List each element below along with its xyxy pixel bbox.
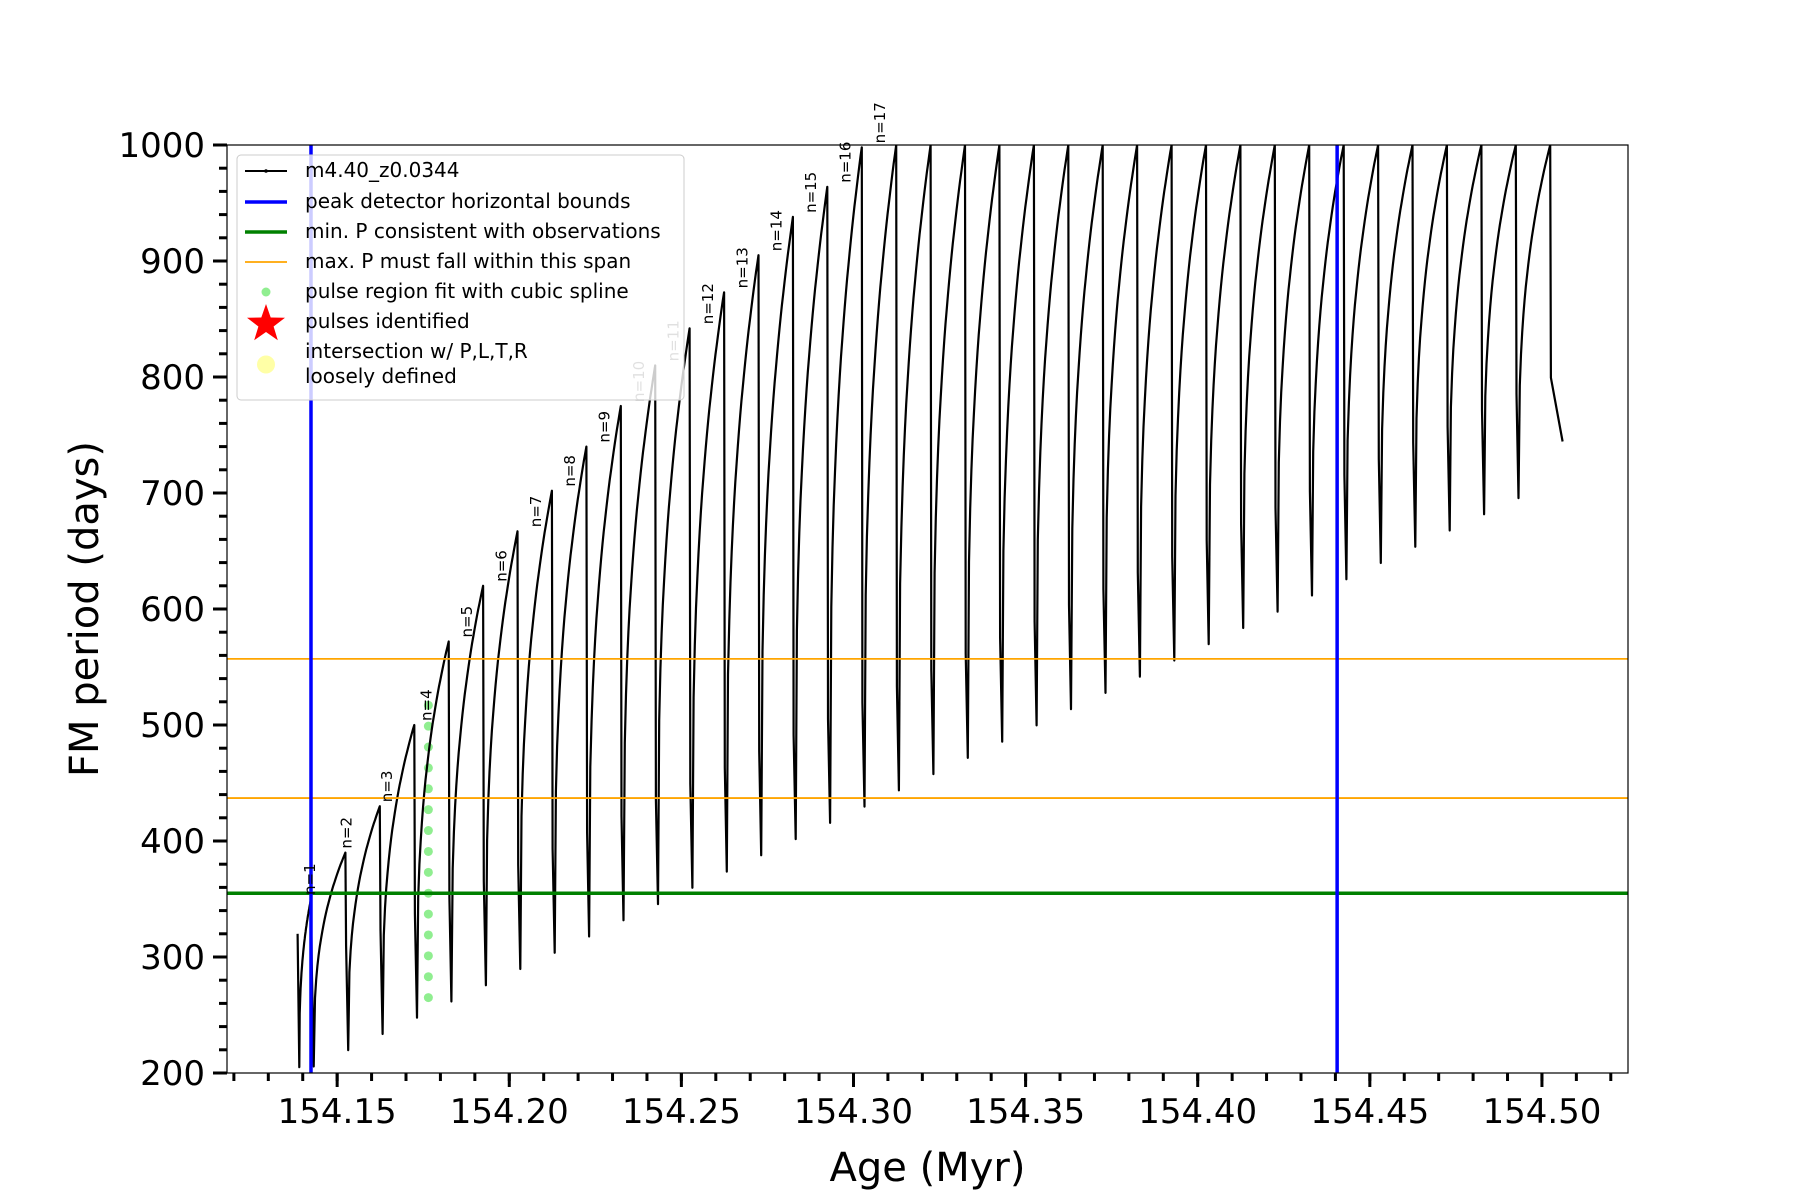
pulse-label: n=16 xyxy=(837,142,855,183)
x-tick-label: 154.20 xyxy=(450,1092,569,1132)
pulse-label: n=5 xyxy=(458,606,476,638)
legend-box xyxy=(236,154,685,401)
spline-markers xyxy=(423,700,433,1003)
pulse-label: n=4 xyxy=(418,689,436,721)
y-tick-label: 800 xyxy=(140,358,205,398)
legend-label: min. P consistent with observations xyxy=(305,219,661,243)
legend-handle-model-dot xyxy=(264,169,268,173)
spline-point xyxy=(423,763,433,773)
y-tick-label: 1000 xyxy=(118,126,205,166)
pulse-label: n=17 xyxy=(871,102,889,143)
pulse-label: n=12 xyxy=(699,283,717,324)
x-tick-label: 154.40 xyxy=(1138,1092,1257,1132)
x-axis-title: Age (Myr) xyxy=(830,1145,1026,1191)
spline-point xyxy=(423,846,433,856)
spline-point xyxy=(423,993,433,1003)
pulse-label: n=13 xyxy=(733,247,751,288)
legend-label: loosely defined xyxy=(305,364,457,388)
pulse-label: n=2 xyxy=(337,817,355,849)
model-curve xyxy=(296,145,1564,1069)
spline-point xyxy=(423,930,433,940)
pulse-label: n=15 xyxy=(802,172,820,213)
legend-label: pulse region fit with cubic spline xyxy=(305,279,629,303)
spline-point xyxy=(423,784,433,794)
pulse-label: n=9 xyxy=(596,411,614,443)
spline-point xyxy=(423,721,433,731)
spline-point xyxy=(423,951,433,961)
pulse-label: n=7 xyxy=(527,496,545,528)
legend-label: pulses identified xyxy=(305,309,470,333)
x-tick-label: 154.30 xyxy=(794,1092,913,1132)
y-tick-label: 300 xyxy=(140,938,205,978)
spline-point xyxy=(423,867,433,877)
y-tick-label: 500 xyxy=(140,706,205,746)
legend-label: peak detector horizontal bounds xyxy=(305,189,631,213)
spline-point xyxy=(423,826,433,836)
y-tick-label: 900 xyxy=(140,242,205,282)
legend-handle-intersection xyxy=(257,355,275,374)
x-tick-label: 154.45 xyxy=(1310,1092,1429,1132)
horizontal-reference-lines xyxy=(227,657,1628,895)
y-axis-title: FM period (days) xyxy=(62,441,108,777)
legend-label: max. P must fall within this span xyxy=(305,249,631,273)
legend-handle-spline xyxy=(261,287,271,297)
y-tick-label: 200 xyxy=(140,1054,205,1094)
legend-label: intersection w/ P,L,T,R xyxy=(305,339,528,363)
pulse-label: n=14 xyxy=(768,210,786,251)
model-line xyxy=(296,145,1564,1069)
pulse-label: n=8 xyxy=(561,455,579,487)
pulse-label: n=6 xyxy=(492,550,510,582)
spline-point xyxy=(423,805,433,815)
x-tick-label: 154.35 xyxy=(966,1092,1085,1132)
x-tick-label: 154.50 xyxy=(1482,1092,1601,1132)
y-tick-label: 400 xyxy=(140,822,205,862)
spline-point xyxy=(423,909,433,919)
axes: 154.15 154.20 154.25 154.30 154.35 154.40 154.… xyxy=(118,126,1613,1132)
x-tick-label: 154.15 xyxy=(278,1092,397,1132)
y-tick-label: 700 xyxy=(140,474,205,514)
spline-point xyxy=(423,700,433,710)
legend-label: m4.40_z0.0344 xyxy=(305,158,460,182)
x-tick-label: 154.25 xyxy=(622,1092,741,1132)
y-tick-label: 600 xyxy=(140,590,205,630)
pulse-label: n=1 xyxy=(301,863,319,895)
spline-point xyxy=(423,972,433,982)
pulse-label: n=3 xyxy=(378,771,396,803)
legend-handle-star xyxy=(247,304,285,341)
